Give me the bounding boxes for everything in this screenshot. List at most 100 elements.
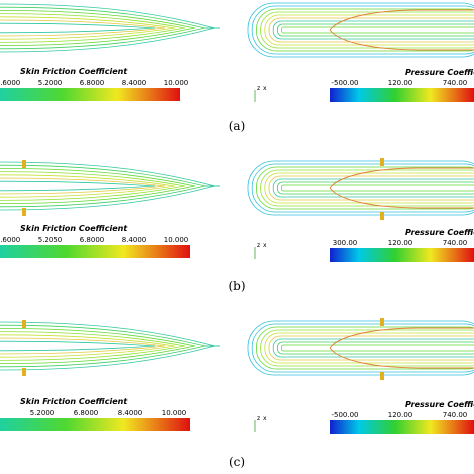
skin-contour <box>0 180 156 192</box>
skin-contour <box>0 177 166 195</box>
colorbar-tick: 5.2000 <box>38 79 63 87</box>
colorbar <box>0 245 190 258</box>
pressure-contour <box>281 184 474 192</box>
colorbar-tick: 120.00 <box>388 239 413 247</box>
colorbar-tick: 3.6000 <box>0 79 20 87</box>
panel-label: (c) <box>229 455 245 469</box>
colorbar-tick: 10.000 <box>164 236 189 244</box>
fin <box>380 372 384 380</box>
skin-contour <box>0 321 217 371</box>
pressure-contour <box>277 341 474 355</box>
pressure-contour <box>247 2 474 58</box>
skin-contour <box>0 340 156 352</box>
skin-contour <box>0 3 217 53</box>
colorbar-title: Pressure Coefficient <box>405 68 474 77</box>
colorbar-tick: 5.2050 <box>38 236 63 244</box>
colorbar-tick: -500.00 <box>331 79 358 87</box>
colorbar-title: Pressure Coefficient <box>405 400 474 409</box>
skin-contour <box>0 328 196 364</box>
colorbar-tick: 740.00 <box>443 411 468 419</box>
fin <box>22 160 26 168</box>
colorbar-tick: 120.00 <box>388 79 413 87</box>
pressure-contour <box>264 14 474 46</box>
fin <box>380 158 384 166</box>
colorbar-tick: 300.00 <box>333 239 358 247</box>
fin <box>22 368 26 376</box>
colorbar-tick: 6.8000 <box>80 79 105 87</box>
pressure-contour <box>264 172 474 204</box>
skin-contour <box>0 168 196 204</box>
colorbar-tick: 5.2000 <box>30 409 55 417</box>
axis-label: x <box>263 242 267 249</box>
colorbar-tick: 740.00 <box>443 79 468 87</box>
pressure-contour <box>264 332 474 364</box>
skin-contour <box>0 171 186 201</box>
pressure-contour <box>251 163 474 213</box>
axis-label: z <box>257 85 260 92</box>
colorbar-tick: 740.00 <box>443 239 468 247</box>
skin-contour <box>0 19 166 37</box>
skin-contour <box>0 161 217 211</box>
pressure-contour <box>247 320 474 376</box>
pressure-contour <box>260 329 474 367</box>
pressure-contour <box>256 8 474 52</box>
pressure-contour <box>277 181 474 195</box>
colorbar <box>0 418 190 431</box>
pressure-contour <box>251 5 474 55</box>
pressure-contour <box>260 11 474 49</box>
fin <box>22 320 26 328</box>
skin-contour <box>0 334 176 358</box>
axis-label: z <box>257 415 260 422</box>
pressure-contour <box>247 160 474 216</box>
axis-label: z <box>257 242 260 249</box>
pressure-contour <box>256 326 474 370</box>
pressure-contour <box>251 323 474 373</box>
colorbar-tick: 8.4000 <box>122 236 147 244</box>
skin-contour <box>0 16 176 40</box>
pressure-contour <box>277 23 474 37</box>
colorbar <box>0 88 180 101</box>
colorbar-title: Skin Friction Coefficient <box>20 67 128 76</box>
colorbar-title: Pressure Coefficient <box>405 228 474 237</box>
pressure-contour <box>268 17 474 43</box>
pressure-contour <box>272 178 474 198</box>
skin-contour <box>0 10 196 46</box>
pressure-contour <box>329 9 474 51</box>
colorbar-tick: 6.8000 <box>74 409 99 417</box>
skin-contour <box>0 22 156 34</box>
colorbar <box>330 248 474 262</box>
colorbar-tick: 10.000 <box>164 79 189 87</box>
pressure-contour <box>272 20 474 40</box>
panel-label: (a) <box>229 119 246 133</box>
pressure-contour <box>281 26 474 34</box>
colorbar-tick: 10.000 <box>162 409 187 417</box>
pressure-contour <box>329 327 474 369</box>
pressure-contour <box>268 175 474 201</box>
colorbar-tick: -500.00 <box>331 411 358 419</box>
skin-contour <box>0 331 186 361</box>
colorbar <box>330 88 474 102</box>
pressure-contour <box>329 167 474 209</box>
fin <box>380 318 384 326</box>
colorbar-title: Skin Friction Coefficient <box>20 397 128 406</box>
colorbar-title: Skin Friction Coefficient <box>20 224 128 233</box>
fin <box>22 208 26 216</box>
colorbar-tick: 6.8000 <box>80 236 105 244</box>
axis-label: x <box>263 85 267 92</box>
skin-contour <box>0 13 186 43</box>
panel-label: (b) <box>228 279 245 293</box>
skin-contour <box>0 337 166 355</box>
colorbar-tick: 3.6000 <box>0 236 20 244</box>
pressure-contour <box>268 335 474 361</box>
colorbar-tick: 120.00 <box>388 411 413 419</box>
colorbar <box>330 420 474 434</box>
fin <box>380 212 384 220</box>
pressure-contour <box>260 169 474 207</box>
axis-label: x <box>263 415 267 422</box>
pressure-contour <box>281 344 474 352</box>
pressure-contour <box>272 338 474 358</box>
colorbar-tick: 8.4000 <box>118 409 143 417</box>
skin-contour <box>0 174 176 198</box>
colorbar-tick: 8.4000 <box>122 79 147 87</box>
